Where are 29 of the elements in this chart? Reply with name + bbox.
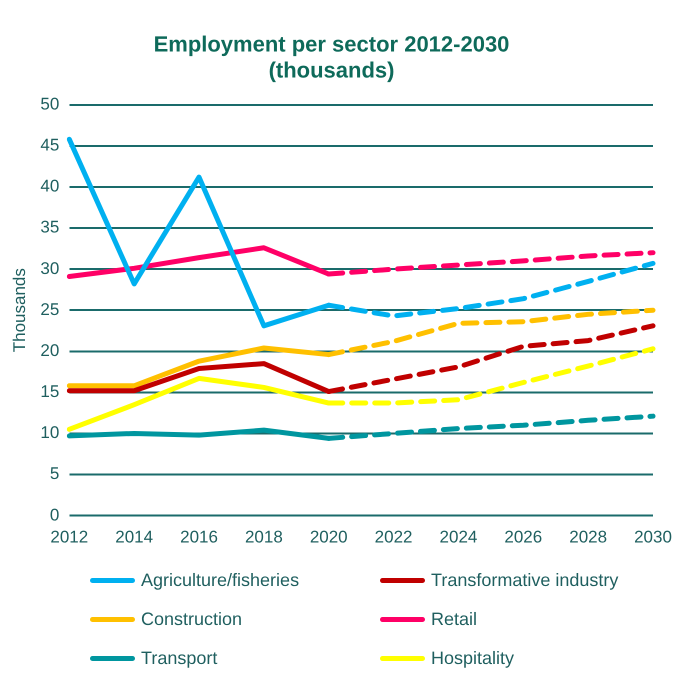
x-tick-label: 2020 bbox=[310, 527, 348, 546]
y-tick-label: 45 bbox=[40, 136, 60, 155]
y-tick-label: 25 bbox=[40, 300, 60, 319]
x-tick-label: 2012 bbox=[50, 527, 88, 546]
y-tick-label: 30 bbox=[40, 258, 60, 278]
y-tick-label: 40 bbox=[40, 176, 60, 196]
chart-title: Employment per sector 2012-2030 (thousands) bbox=[154, 31, 510, 83]
legend-label: Retail bbox=[431, 609, 478, 630]
y-tick-label: 0 bbox=[50, 505, 60, 524]
x-tick-label: 2022 bbox=[374, 527, 412, 546]
legend-label: Hospitality bbox=[431, 648, 514, 669]
y-axis-title: Thousands bbox=[10, 268, 29, 352]
x-tick-label: 2024 bbox=[440, 527, 478, 546]
y-tick-label: 5 bbox=[50, 464, 60, 484]
legend-label: Agriculture/fisheries bbox=[141, 570, 300, 591]
y-tick-label: 20 bbox=[40, 340, 60, 360]
legend-label: Transport bbox=[141, 648, 218, 669]
y-tick-label: 35 bbox=[40, 218, 60, 237]
x-tick-label: 2014 bbox=[115, 527, 154, 546]
x-tick-label: 2016 bbox=[180, 527, 218, 546]
y-tick-label: 50 bbox=[40, 94, 60, 114]
legend-label: Construction bbox=[141, 609, 242, 630]
x-tick-label: 2030 bbox=[634, 527, 672, 546]
x-tick-label: 2026 bbox=[504, 527, 542, 546]
x-tick-label: 2018 bbox=[244, 527, 283, 546]
legend-label: Transformative industry bbox=[431, 570, 618, 591]
x-tick-label: 2028 bbox=[569, 527, 608, 546]
y-tick-label: 15 bbox=[40, 382, 60, 402]
y-tick-label: 10 bbox=[40, 423, 60, 442]
